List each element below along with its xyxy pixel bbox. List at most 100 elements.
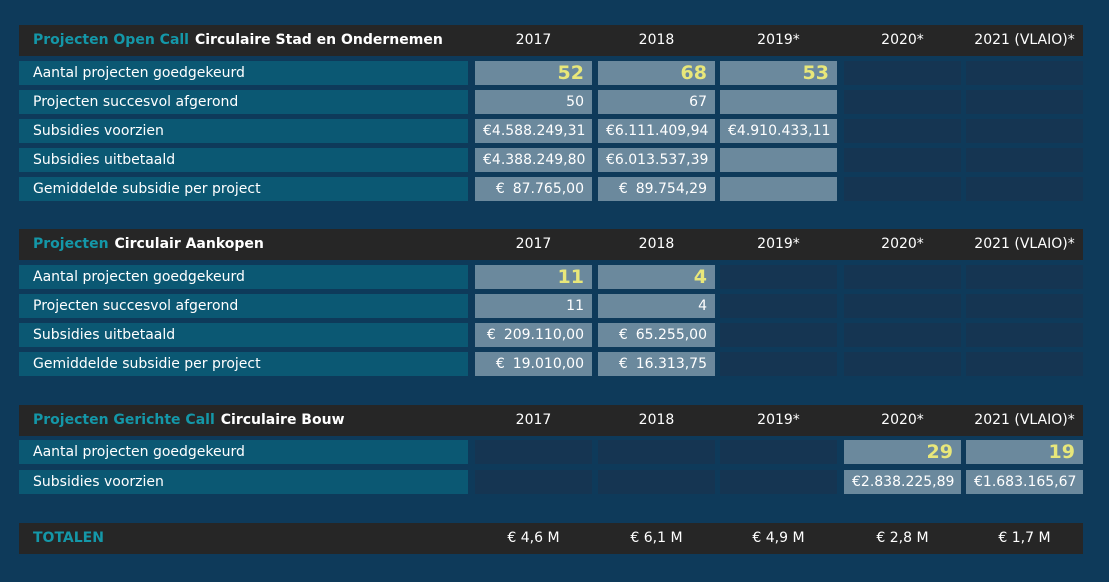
table-row: Subsidies voorzien €4.588.249,31 €6.111.… bbox=[19, 119, 1083, 143]
empty-cell bbox=[720, 294, 837, 318]
empty-cell bbox=[720, 323, 837, 347]
money-cell: €65.255,00 bbox=[598, 323, 715, 347]
year-header: 2017 bbox=[515, 32, 552, 48]
currency-symbol: € bbox=[618, 327, 628, 343]
currency-symbol: € bbox=[618, 181, 628, 197]
currency-symbol: € bbox=[486, 327, 496, 343]
row-label: Subsidies voorzien bbox=[19, 119, 468, 143]
money-cell: €87.765,00 bbox=[475, 177, 592, 201]
section3-header: Projecten Gerichte Call Circulaire Bouw 2… bbox=[19, 405, 1083, 436]
empty-cell bbox=[966, 119, 1083, 143]
year-header: 2019* bbox=[757, 32, 800, 48]
value-cell: 50 bbox=[475, 90, 592, 114]
money-cell: €209.110,00 bbox=[475, 323, 592, 347]
year-header: 2021 (VLAIO)* bbox=[974, 32, 1075, 48]
empty-cell bbox=[844, 90, 961, 114]
table-row: Projecten succesvol afgerond 50 67 bbox=[19, 90, 1083, 114]
money-amount: 4.588.249,31 bbox=[491, 123, 586, 139]
empty-cell bbox=[966, 294, 1083, 318]
year-header: 2021 (VLAIO)* bbox=[974, 412, 1075, 428]
empty-cell bbox=[844, 148, 961, 172]
value-cell: 53 bbox=[720, 61, 837, 85]
section3-title: Projecten Gerichte Call Circulaire Bouw bbox=[33, 405, 345, 436]
section2-header: Projecten Circulair Aankopen 2017 2018 20… bbox=[19, 229, 1083, 260]
money-amount: 65.255,00 bbox=[635, 327, 707, 343]
currency-symbol: € bbox=[495, 181, 505, 197]
money-cell: €4.910.433,11 bbox=[720, 119, 837, 143]
year-header: 2020* bbox=[881, 412, 924, 428]
empty-cell bbox=[966, 352, 1083, 376]
money-amount: 16.313,75 bbox=[635, 356, 707, 372]
empty-cell bbox=[598, 470, 715, 494]
money-cell: €2.838.225,89 bbox=[844, 470, 961, 494]
table-row: Aantal projecten goedgekeurd 11 4 bbox=[19, 265, 1083, 289]
table-row: Subsidies uitbetaald €4.388.249,80 €6.01… bbox=[19, 148, 1083, 172]
empty-cell bbox=[475, 440, 592, 464]
empty-cell bbox=[720, 265, 837, 289]
table-row: Aantal projecten goedgekeurd 29 19 bbox=[19, 440, 1083, 464]
row-label: Aantal projecten goedgekeurd bbox=[19, 440, 468, 464]
year-header: 2021 (VLAIO)* bbox=[974, 236, 1075, 252]
empty-cell bbox=[720, 352, 837, 376]
money-cell: €6.013.537,39 bbox=[598, 148, 715, 172]
totals-row: TOTALEN € 4,6 M € 6,1 M € 4,9 M € 2,8 M … bbox=[19, 523, 1083, 554]
money-cell: €6.111.409,94 bbox=[598, 119, 715, 143]
row-label: Gemiddelde subsidie per project bbox=[19, 352, 468, 376]
section1-header: Projecten Open Call Circulaire Stad en On… bbox=[19, 25, 1083, 56]
year-header: 2020* bbox=[881, 32, 924, 48]
total-value: € 2,8 M bbox=[876, 530, 929, 546]
row-label: Projecten succesvol afgerond bbox=[19, 90, 468, 114]
currency-symbol: € bbox=[852, 474, 861, 490]
row-label: Subsidies voorzien bbox=[19, 470, 468, 494]
total-value: € 6,1 M bbox=[630, 530, 683, 546]
section2-title-accent: Projecten bbox=[33, 236, 109, 252]
section3-title-main: Circulaire Bouw bbox=[220, 412, 345, 428]
money-amount: 89.754,29 bbox=[635, 181, 707, 197]
year-header: 2019* bbox=[757, 236, 800, 252]
totals-label: TOTALEN bbox=[33, 530, 104, 546]
currency-symbol: € bbox=[483, 123, 492, 139]
section1-title: Projecten Open Call Circulaire Stad en On… bbox=[33, 25, 443, 56]
value-cell: 4 bbox=[598, 265, 715, 289]
money-amount: 1.683.165,67 bbox=[982, 474, 1077, 490]
value-cell: 67 bbox=[598, 90, 715, 114]
money-cell: €1.683.165,67 bbox=[966, 470, 1083, 494]
empty-filled-cell bbox=[720, 90, 837, 114]
currency-symbol: € bbox=[728, 123, 737, 139]
table-row: Subsidies uitbetaald €209.110,00 €65.255… bbox=[19, 323, 1083, 347]
value-cell: 19 bbox=[966, 440, 1083, 464]
empty-cell bbox=[966, 61, 1083, 85]
value-cell: 11 bbox=[475, 294, 592, 318]
row-label: Aantal projecten goedgekeurd bbox=[19, 265, 468, 289]
total-value: € 4,6 M bbox=[507, 530, 560, 546]
money-cell: €16.313,75 bbox=[598, 352, 715, 376]
money-amount: 4.388.249,80 bbox=[491, 152, 586, 168]
empty-filled-cell bbox=[720, 177, 837, 201]
year-header: 2019* bbox=[757, 412, 800, 428]
money-amount: 209.110,00 bbox=[503, 327, 584, 343]
money-amount: 87.765,00 bbox=[512, 181, 584, 197]
money-cell: €19.010,00 bbox=[475, 352, 592, 376]
empty-filled-cell bbox=[720, 148, 837, 172]
currency-symbol: € bbox=[495, 356, 505, 372]
empty-cell bbox=[844, 352, 961, 376]
total-value: € 4,9 M bbox=[752, 530, 805, 546]
row-label: Subsidies uitbetaald bbox=[19, 323, 468, 347]
year-header: 2017 bbox=[515, 412, 552, 428]
money-cell: €4.388.249,80 bbox=[475, 148, 592, 172]
empty-cell bbox=[844, 61, 961, 85]
table-row: Gemiddelde subsidie per project €19.010,… bbox=[19, 352, 1083, 376]
value-cell: 29 bbox=[844, 440, 961, 464]
empty-cell bbox=[844, 119, 961, 143]
table-row: Projecten succesvol afgerond 11 4 bbox=[19, 294, 1083, 318]
money-cell: €4.588.249,31 bbox=[475, 119, 592, 143]
year-header: 2018 bbox=[638, 32, 675, 48]
empty-cell bbox=[844, 294, 961, 318]
row-label: Gemiddelde subsidie per project bbox=[19, 177, 468, 201]
empty-cell bbox=[966, 90, 1083, 114]
total-value: € 1,7 M bbox=[998, 530, 1051, 546]
currency-symbol: € bbox=[483, 152, 492, 168]
currency-symbol: € bbox=[606, 152, 615, 168]
empty-cell bbox=[720, 470, 837, 494]
table-row: Subsidies voorzien €2.838.225,89 €1.683.… bbox=[19, 470, 1083, 494]
